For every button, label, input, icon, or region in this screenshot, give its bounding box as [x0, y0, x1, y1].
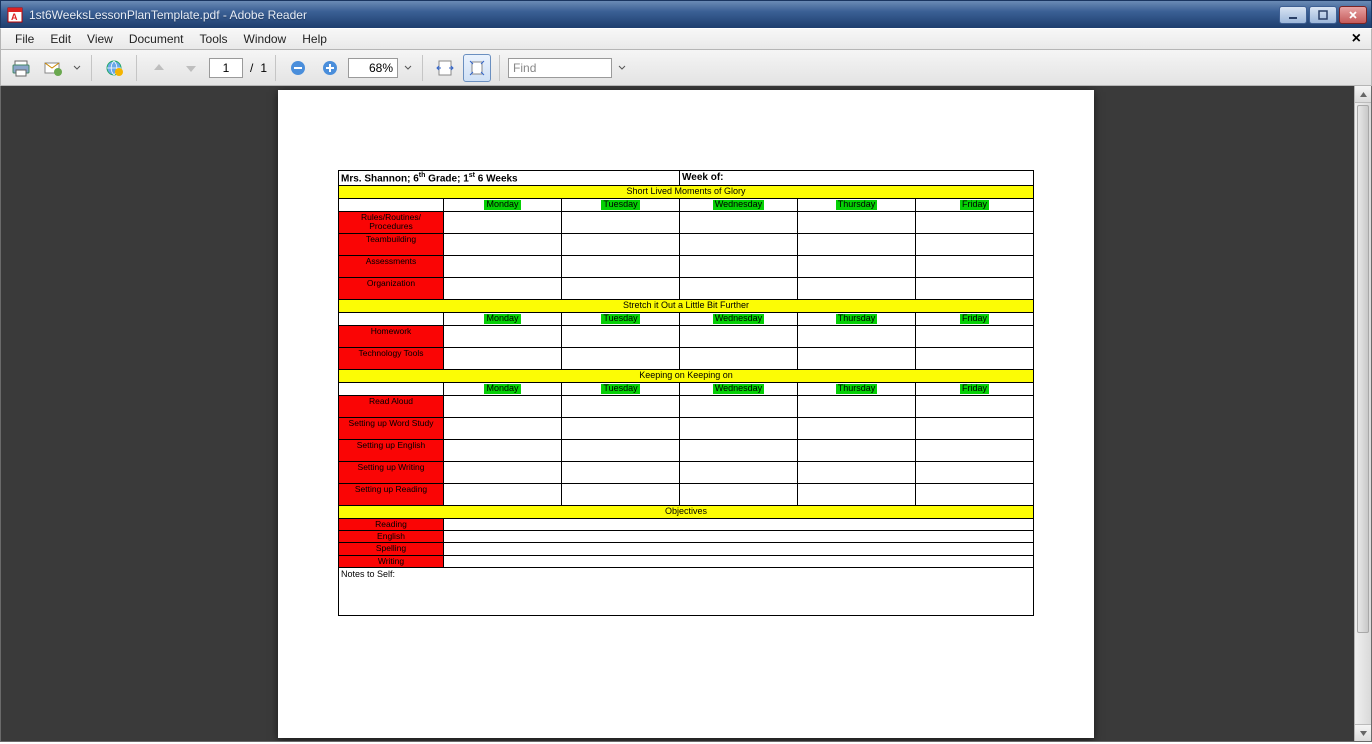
maximize-button[interactable]	[1309, 6, 1337, 24]
page-total: 1	[260, 61, 267, 75]
menu-view[interactable]: View	[79, 30, 121, 48]
day-header: Tuesday	[562, 199, 680, 212]
row-label: Homework	[339, 325, 444, 347]
day-header: Thursday	[798, 199, 916, 212]
notes-to-self: Notes to Self:	[338, 568, 1034, 616]
day-header: Monday	[444, 199, 562, 212]
window-title: 1st6WeeksLessonPlanTemplate.pdf - Adobe …	[29, 8, 1279, 22]
fit-width-button[interactable]	[431, 54, 459, 82]
day-header: Friday	[916, 199, 1034, 212]
row-label: Teambuilding	[339, 234, 444, 256]
zoom-out-button[interactable]	[284, 54, 312, 82]
print-button[interactable]	[7, 54, 35, 82]
minimize-button[interactable]	[1279, 6, 1307, 24]
row-label: Setting up Writing	[339, 461, 444, 483]
separator	[275, 55, 276, 81]
menu-edit[interactable]: Edit	[42, 30, 79, 48]
obj-row: Spelling	[339, 543, 444, 555]
day-header: Wednesday	[680, 199, 798, 212]
section-banner: Keeping on Keeping on	[339, 369, 1034, 382]
day-header: Friday	[916, 313, 1034, 326]
teacher-line: Mrs. Shannon; 6th Grade; 1st 6 Weeks	[339, 171, 680, 186]
vertical-scrollbar[interactable]	[1354, 86, 1371, 741]
blank-label	[339, 313, 444, 326]
lesson-plan-table: Mrs. Shannon; 6th Grade; 1st 6 Weeks Wee…	[338, 170, 1034, 568]
row-label: Assessments	[339, 256, 444, 278]
row-label: Organization	[339, 278, 444, 300]
window-controls	[1279, 6, 1367, 24]
toolbar: / 1	[0, 50, 1372, 86]
find-dropdown[interactable]	[616, 58, 628, 78]
zoom-level-input[interactable]	[348, 58, 398, 78]
day-header: Wednesday	[680, 382, 798, 395]
obj-row: English	[339, 530, 444, 542]
find-input[interactable]	[508, 58, 612, 78]
day-header: Tuesday	[562, 382, 680, 395]
separator	[422, 55, 423, 81]
row-label: Read Aloud	[339, 395, 444, 417]
menu-tools[interactable]: Tools	[192, 30, 236, 48]
fit-page-button[interactable]	[463, 54, 491, 82]
scroll-down-button[interactable]	[1355, 724, 1371, 741]
menubar: File Edit View Document Tools Window Hel…	[0, 28, 1372, 50]
menu-window[interactable]: Window	[236, 30, 295, 48]
menu-file[interactable]: File	[7, 30, 42, 48]
row-label: Setting up English	[339, 439, 444, 461]
app-icon: A	[7, 7, 23, 23]
page-separator: /	[247, 61, 256, 75]
page-number-input[interactable]	[209, 58, 243, 78]
scroll-up-button[interactable]	[1355, 86, 1371, 103]
week-of: Week of:	[680, 171, 1034, 186]
section-banner: Short Lived Moments of Glory	[339, 186, 1034, 199]
day-header: Monday	[444, 382, 562, 395]
day-header: Wednesday	[680, 313, 798, 326]
document-close-button[interactable]: ×	[1348, 30, 1365, 48]
menu-help[interactable]: Help	[294, 30, 335, 48]
separator	[499, 55, 500, 81]
collaborate-button[interactable]	[100, 54, 128, 82]
separator	[136, 55, 137, 81]
obj-row: Reading	[339, 518, 444, 530]
page-up-button[interactable]	[145, 54, 173, 82]
day-header: Thursday	[798, 313, 916, 326]
email-button[interactable]	[39, 54, 67, 82]
day-header: Tuesday	[562, 313, 680, 326]
day-header: Thursday	[798, 382, 916, 395]
scroll-track[interactable]	[1355, 103, 1371, 724]
menu-document[interactable]: Document	[121, 30, 192, 48]
scroll-thumb[interactable]	[1357, 105, 1369, 633]
blank-label	[339, 382, 444, 395]
objectives-banner: Objectives	[339, 505, 1034, 518]
email-dropdown[interactable]	[71, 58, 83, 78]
day-header: Friday	[916, 382, 1034, 395]
zoom-dropdown[interactable]	[402, 58, 414, 78]
zoom-in-button[interactable]	[316, 54, 344, 82]
svg-text:A: A	[11, 12, 18, 22]
row-label: Setting up Word Study	[339, 417, 444, 439]
close-button[interactable]	[1339, 6, 1367, 24]
separator	[91, 55, 92, 81]
row-label: Rules/Routines/Procedures	[339, 212, 444, 234]
row-label: Setting up Reading	[339, 483, 444, 505]
blank-label	[339, 199, 444, 212]
pdf-page: Mrs. Shannon; 6th Grade; 1st 6 Weeks Wee…	[278, 90, 1094, 738]
section-banner: Stretch it Out a Little Bit Further	[339, 300, 1034, 313]
document-viewer: Mrs. Shannon; 6th Grade; 1st 6 Weeks Wee…	[0, 86, 1372, 742]
window-titlebar: A 1st6WeeksLessonPlanTemplate.pdf - Adob…	[0, 0, 1372, 28]
page-down-button[interactable]	[177, 54, 205, 82]
obj-row: Writing	[339, 555, 444, 567]
day-header: Monday	[444, 313, 562, 326]
row-label: Technology Tools	[339, 347, 444, 369]
